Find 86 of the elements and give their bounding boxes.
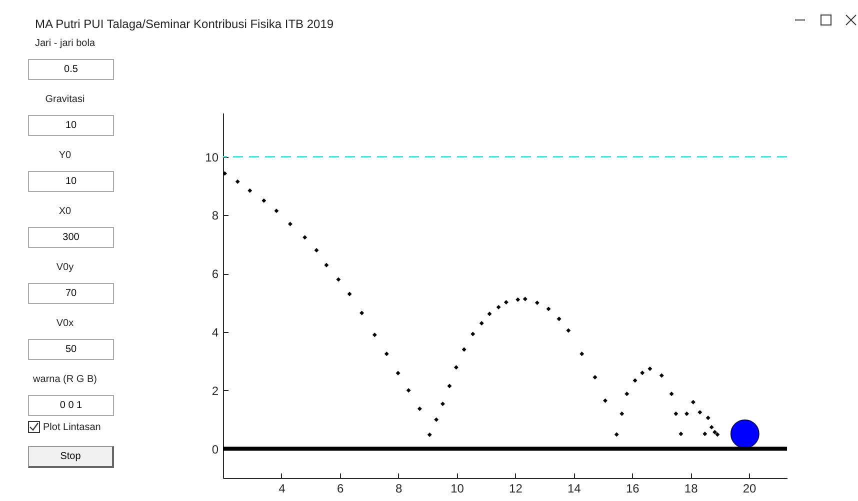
text-field: 10 bbox=[28, 171, 114, 192]
point bbox=[566, 328, 571, 333]
x-tick-label: 10 bbox=[450, 482, 464, 496]
text-field: 300 bbox=[28, 227, 114, 248]
text: Gravitasi bbox=[44, 94, 86, 105]
point bbox=[406, 388, 411, 393]
x-tick-label: 16 bbox=[626, 482, 640, 496]
button: Stop bbox=[28, 446, 114, 468]
point bbox=[462, 347, 466, 352]
point bbox=[640, 370, 645, 376]
point bbox=[384, 352, 389, 356]
point bbox=[702, 432, 708, 436]
point bbox=[302, 235, 308, 240]
point bbox=[262, 198, 266, 203]
point bbox=[659, 373, 664, 378]
point bbox=[235, 179, 240, 184]
point bbox=[674, 412, 678, 416]
x-tick-label: 14 bbox=[567, 482, 582, 496]
point bbox=[522, 296, 528, 302]
point bbox=[516, 297, 520, 302]
y-tick-label: 0 bbox=[212, 442, 219, 456]
x-tick-label: 12 bbox=[509, 482, 523, 496]
point bbox=[223, 171, 227, 176]
x-tick-label: 4 bbox=[278, 482, 286, 496]
text: X0 bbox=[58, 206, 72, 217]
point bbox=[434, 417, 439, 422]
text: Plot Lintasan bbox=[43, 422, 101, 433]
point bbox=[684, 412, 689, 416]
text-field: 70 bbox=[28, 283, 114, 304]
text: warna (R G B) bbox=[32, 374, 98, 385]
point bbox=[709, 424, 714, 430]
y-tick-label: 6 bbox=[212, 267, 219, 282]
point bbox=[556, 316, 562, 322]
point bbox=[248, 188, 252, 193]
point bbox=[454, 365, 458, 370]
point bbox=[620, 412, 624, 416]
y-tick-label: 2 bbox=[212, 384, 219, 398]
y-tick-label: 4 bbox=[212, 326, 219, 340]
point bbox=[706, 416, 710, 420]
point bbox=[496, 304, 501, 310]
point bbox=[447, 384, 452, 388]
text: Jari - jari bola bbox=[34, 38, 96, 49]
point bbox=[274, 208, 279, 214]
text-field: 10 bbox=[28, 115, 114, 136]
x-tick-label: 18 bbox=[684, 482, 698, 496]
point bbox=[336, 277, 341, 282]
point bbox=[632, 378, 638, 383]
point bbox=[440, 402, 445, 406]
point bbox=[470, 332, 476, 336]
text: V0x bbox=[55, 318, 75, 329]
point bbox=[580, 352, 584, 356]
point bbox=[504, 300, 508, 304]
text: V0y bbox=[55, 262, 75, 273]
x-tick-label: 20 bbox=[742, 482, 757, 496]
point bbox=[614, 432, 619, 437]
point bbox=[417, 406, 422, 412]
point bbox=[534, 300, 540, 306]
chart-title: MA Putri PUI Talaga/Seminar Kontribusi Fisika ITB 2019 bbox=[35, 17, 334, 31]
point bbox=[603, 398, 608, 403]
point bbox=[372, 332, 377, 338]
point bbox=[546, 306, 551, 312]
point bbox=[360, 310, 364, 316]
text: Y0 bbox=[58, 150, 72, 161]
point bbox=[427, 432, 432, 438]
x-tick-label: 6 bbox=[337, 482, 344, 496]
point bbox=[669, 392, 674, 396]
text-field: 0.5 bbox=[28, 59, 114, 80]
point bbox=[479, 321, 484, 326]
point bbox=[678, 432, 684, 436]
text-field: 0 0 1 bbox=[28, 395, 114, 416]
y-tick-label: 10 bbox=[205, 150, 219, 164]
point bbox=[715, 432, 720, 437]
point bbox=[698, 410, 702, 415]
point bbox=[396, 370, 400, 376]
point bbox=[324, 262, 329, 268]
point bbox=[487, 312, 492, 316]
y-tick-label: 8 bbox=[212, 208, 219, 223]
point bbox=[288, 222, 292, 226]
text-field: 50 bbox=[28, 339, 114, 360]
point bbox=[624, 392, 630, 396]
point bbox=[314, 248, 319, 252]
point bbox=[712, 430, 718, 434]
point bbox=[690, 400, 696, 404]
point bbox=[648, 366, 652, 372]
x-tick-label: 8 bbox=[395, 482, 402, 496]
point bbox=[347, 292, 352, 296]
